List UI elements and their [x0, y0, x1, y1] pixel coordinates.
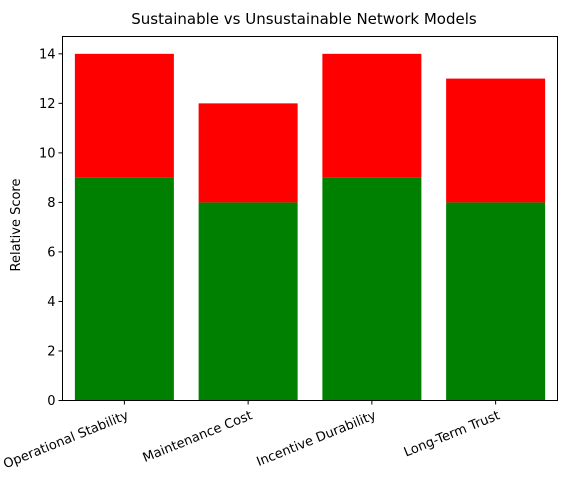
y-tick-label: 12 [39, 97, 56, 112]
bar-segment-1-1 [74, 177, 174, 401]
y-axis-label: Relative Score [9, 179, 24, 272]
y-tick-label: 14 [39, 47, 56, 62]
x-tick-label: Long-Term Trust [402, 408, 502, 460]
bar-segment-2-1 [74, 53, 174, 178]
chart-title: Sustainable vs Unsustainable Network Mod… [131, 10, 477, 28]
bar-segment-1-3 [322, 177, 422, 401]
x-tick-label: Operational Stability [1, 408, 131, 472]
y-tick-label: 8 [47, 196, 55, 211]
bar-segment-2-3 [322, 53, 422, 178]
bar-segment-2-4 [446, 78, 546, 203]
y-tick-label: 4 [47, 295, 55, 310]
y-tick-label: 6 [47, 245, 55, 260]
bar-segment-1-4 [446, 202, 546, 401]
x-tick-label: Maintenance Cost [141, 408, 255, 466]
bar-segment-2-2 [198, 103, 298, 203]
bar-segment-1-2 [198, 202, 298, 401]
y-tick-label: 2 [47, 344, 55, 359]
y-tick-label: 10 [39, 146, 56, 161]
y-axis-ticks: 0 2 4 6 8 10 12 14 [39, 47, 63, 409]
plot-frame [62, 36, 558, 401]
y-tick-label: 0 [47, 394, 55, 409]
x-tick-label: Incentive Durability [255, 408, 379, 470]
x-axis-ticks: Operational Stability Maintenance Cost Inc… [1, 400, 502, 472]
bars-group [74, 53, 546, 401]
